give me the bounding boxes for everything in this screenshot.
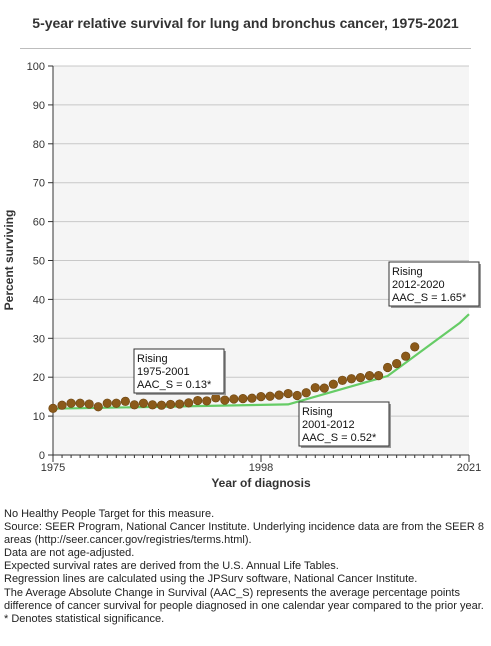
y-tick-label: 70 [33, 178, 45, 190]
data-point [401, 351, 411, 361]
data-point [102, 398, 112, 408]
y-tick-label: 20 [33, 372, 45, 384]
annotation-box [298, 401, 390, 447]
data-point [383, 362, 393, 373]
note-regression: Regression lines are calculated using th… [4, 573, 418, 586]
note-expected-survival: Expected survival rates are derived from… [4, 560, 339, 573]
data-point [184, 398, 194, 408]
data-point [220, 395, 230, 405]
note-target: No Healthy People Target for this measur… [4, 508, 215, 520]
trend-lines [52, 313, 470, 410]
x-tick-label: 1998 [249, 462, 273, 474]
y-tick-label: 10 [33, 411, 45, 423]
data-point [57, 400, 67, 410]
data-point [147, 400, 158, 410]
data-point [364, 371, 375, 381]
data-points [48, 342, 420, 413]
data-point [48, 403, 58, 413]
note-age-adjusted: Data are not age-adjusted. [4, 547, 135, 560]
data-point [256, 392, 266, 402]
data-point [120, 396, 130, 406]
data-point [165, 399, 176, 410]
y-tick-label: 50 [33, 256, 45, 268]
x-tick-label: 1975 [41, 462, 65, 474]
chart-title: 5-year relative survival for lung and br… [32, 15, 459, 31]
data-point [373, 371, 384, 381]
x-tick-label: 2021 [457, 462, 481, 474]
annotation-text: AAC_S = 1.65* [392, 292, 467, 304]
trend-line [52, 313, 470, 410]
y-axis-title: Percent surviving [2, 210, 16, 311]
data-point [319, 383, 329, 393]
note-aac: The Average Absolute Change in Survival … [4, 586, 484, 612]
annotation-box [388, 261, 480, 307]
annotation-text: Rising [137, 353, 168, 365]
data-point [202, 396, 212, 406]
annotation-box [133, 348, 225, 394]
note-significance: * Denotes statistical significance. [4, 612, 165, 625]
data-point [392, 358, 402, 369]
y-tick-label: 0 [39, 450, 45, 462]
y-tick-label: 30 [33, 333, 45, 345]
data-point [292, 390, 302, 401]
data-point [111, 398, 121, 408]
y-tick-label: 60 [33, 217, 45, 229]
x-axis-title: Year of diagnosis [211, 476, 311, 490]
data-point [355, 372, 366, 383]
data-point [301, 388, 311, 398]
data-point [247, 393, 257, 403]
data-point [310, 383, 320, 393]
data-point [346, 374, 357, 384]
annotation-text: Rising [392, 266, 423, 278]
footnotes: No Healthy People Target for this measur… [4, 508, 488, 626]
axes: 0 10 20 30 40 50 60 70 80 90 100 1975 1998 2021 [27, 61, 482, 474]
annotation-text: 2012-2020 [392, 279, 445, 291]
annotation-text: Rising [302, 406, 333, 418]
data-point [138, 398, 149, 408]
data-point [193, 395, 203, 406]
gridlines [53, 65, 469, 417]
data-point [84, 399, 94, 409]
data-point [274, 390, 284, 400]
data-point [238, 393, 248, 404]
data-point [337, 375, 347, 385]
data-point [265, 391, 275, 401]
y-tick-label: 90 [33, 100, 45, 112]
annotation-text: 1975-2001 [137, 366, 190, 378]
title-divider [20, 48, 471, 49]
data-point [93, 402, 103, 412]
note-source: Source: SEER Program, National Cancer In… [4, 521, 484, 547]
y-tick-label: 80 [33, 139, 45, 151]
annotation-text: 2001-2012 [302, 419, 355, 431]
survival-chart: 0 10 20 30 40 50 60 70 80 90 100 1975 1998 2021 Risin… [2, 61, 482, 490]
annotation-text: AAC_S = 0.52* [302, 432, 377, 444]
data-point [75, 398, 85, 408]
y-tick-label: 40 [33, 294, 45, 306]
data-point [328, 379, 338, 389]
data-point [175, 399, 185, 409]
annotation-text: AAC_S = 0.13* [137, 379, 212, 391]
data-point [410, 342, 420, 352]
data-point [156, 400, 167, 410]
data-point [229, 394, 239, 404]
y-tick-label: 100 [27, 61, 45, 73]
data-point [129, 400, 139, 410]
data-point [283, 388, 293, 399]
data-point [66, 398, 76, 408]
